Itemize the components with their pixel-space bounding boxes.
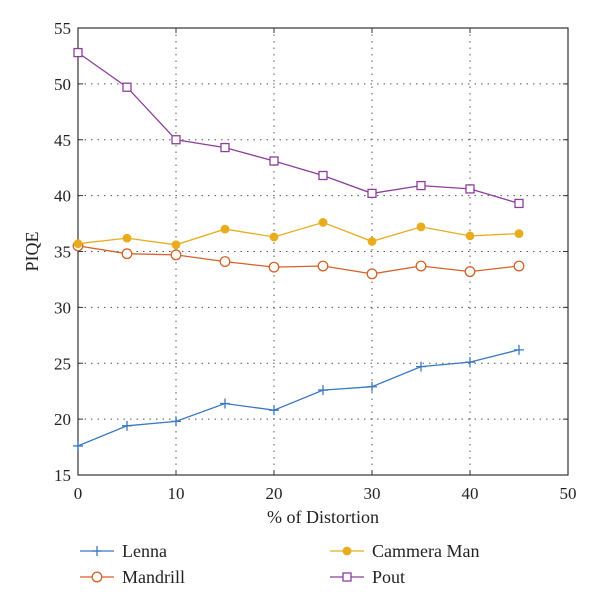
series-mandrill: [72, 240, 525, 280]
legend-item: Pout: [330, 567, 405, 587]
data-point: [342, 546, 352, 556]
data-point: [171, 135, 181, 145]
data-point: [514, 229, 524, 239]
data-point: [513, 260, 525, 272]
data-point: [122, 82, 132, 92]
legend-label: Mandrill: [122, 567, 185, 587]
x-tick-label: 40: [462, 484, 479, 503]
series-cammera-man: [73, 218, 524, 250]
grid-lines: [78, 28, 568, 475]
y-tick-label: 55: [54, 19, 71, 38]
series-line: [77, 52, 520, 205]
x-tick-label: 10: [168, 484, 185, 503]
y-tick-label: 40: [54, 187, 71, 206]
legend: Lenna Mandrill Cammera Man Pout: [80, 541, 479, 587]
legend-label: Cammera Man: [372, 541, 479, 561]
data-point: [416, 180, 426, 191]
y-axis-title: PIQE: [22, 231, 42, 271]
data-point: [269, 232, 279, 242]
data-point: [416, 222, 426, 232]
x-tick-label: 0: [74, 484, 83, 503]
x-tick-label: 30: [364, 484, 381, 503]
series-lenna: [73, 344, 524, 451]
y-tick-label: 20: [54, 410, 71, 429]
legend-item: Lenna: [80, 541, 167, 561]
data-point: [122, 420, 132, 431]
data-point: [367, 237, 377, 246]
data-point: [220, 398, 230, 409]
y-tick-label: 15: [54, 466, 71, 485]
data-point: [73, 47, 83, 58]
data-point: [122, 233, 132, 243]
data-point: [73, 440, 83, 451]
data-point: [367, 188, 377, 199]
x-axis-title: % of Distortion: [267, 507, 379, 527]
data-point: [220, 224, 230, 234]
data-point: [171, 416, 181, 427]
series-line: [77, 245, 520, 275]
y-axis-ticks: 15 20 25 30 35 40 45 50 55: [54, 19, 568, 485]
y-tick-label: 50: [54, 75, 71, 94]
legend-label: Lenna: [122, 541, 167, 561]
data-point: [415, 260, 427, 272]
data-point: [318, 385, 328, 396]
data-point: [464, 266, 476, 278]
data-point: [268, 261, 280, 273]
series-line: [77, 349, 520, 447]
series-pout: [73, 47, 524, 209]
series-lines: [72, 47, 525, 451]
x-axis-ticks: 0 10 20 30 40 50: [74, 28, 577, 503]
data-point: [170, 249, 182, 261]
data-point: [220, 142, 230, 153]
legend-label: Pout: [372, 567, 405, 587]
data-point: [171, 240, 181, 250]
y-tick-label: 25: [54, 354, 71, 373]
x-tick-label: 50: [560, 484, 577, 503]
legend-item: Mandrill: [80, 567, 185, 587]
data-point: [514, 344, 524, 355]
data-point: [465, 357, 475, 368]
data-point: [416, 361, 426, 372]
series-line: [77, 221, 520, 246]
data-point: [219, 256, 231, 268]
legend-item: Cammera Man: [330, 541, 479, 561]
data-point: [92, 546, 102, 556]
data-point: [269, 405, 279, 416]
data-point: [91, 571, 103, 583]
data-point: [514, 198, 524, 209]
data-point: [269, 156, 279, 166]
x-tick-label: 20: [266, 484, 283, 503]
data-point: [121, 248, 133, 260]
data-point: [318, 218, 328, 227]
data-point: [317, 260, 329, 272]
y-tick-label: 35: [54, 243, 71, 262]
data-point: [465, 184, 475, 194]
data-point: [465, 231, 475, 241]
data-point: [342, 572, 352, 582]
data-point: [318, 170, 328, 181]
y-tick-label: 45: [54, 131, 71, 150]
data-point: [73, 239, 83, 249]
y-tick-label: 30: [54, 298, 71, 317]
data-point: [367, 381, 377, 392]
data-point: [366, 268, 378, 280]
